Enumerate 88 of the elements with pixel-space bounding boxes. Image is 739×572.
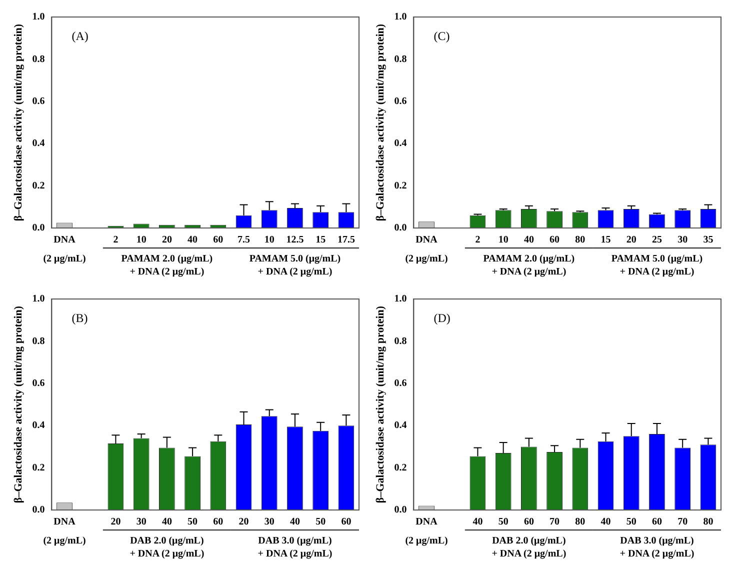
x-tick-label: 50 — [498, 516, 508, 528]
x-tick-label: 70 — [550, 516, 560, 528]
x-tick-label: 40 — [524, 234, 534, 246]
text: (2 μg/mL) — [405, 254, 448, 265]
y-axis-title: β–Galactosidase activity (unit/mg protein) — [12, 24, 24, 222]
x-tick-label: 80 — [703, 516, 714, 528]
x-tick-label: 20 — [110, 516, 121, 528]
x-tick-label: 40 — [188, 234, 198, 246]
x-tick-label: 10 — [136, 234, 146, 246]
y-tick-label: 0.0 — [32, 222, 45, 234]
y-tick-label: 0.4 — [32, 420, 45, 432]
x-tick-label: 25 — [652, 234, 662, 246]
x-tick-label: 50 — [316, 516, 326, 528]
x-tick-label: 30 — [264, 516, 274, 528]
text: PAMAM 2.0 (μg/mL) + DNA (2 μg/mL) — [121, 254, 213, 278]
x-tick-label: 12.5 — [286, 234, 304, 246]
x-tick-label: 15 — [600, 234, 611, 246]
x-tick-label: 60 — [341, 516, 352, 528]
x-tick-label: 15 — [316, 234, 326, 246]
x-tick-label: 60 — [213, 516, 224, 528]
y-tick-label: 0.8 — [394, 336, 407, 347]
y-tick-label: 0.8 — [394, 54, 407, 65]
text: (2 μg/mL) — [43, 536, 86, 547]
x-tick-label: 20 — [162, 234, 172, 246]
x-tick-label: 40 — [290, 516, 300, 528]
y-tick-label: 0.0 — [394, 222, 407, 234]
x-tick-label: 30 — [136, 516, 146, 528]
text: DAB 2.0 (μg/mL) + DNA (2 μg/mL) — [130, 536, 204, 560]
y-axis-title: β–Galactosidase activity (unit/mg protein) — [374, 24, 386, 222]
x-tick-label: 10 — [264, 234, 274, 246]
y-tick-label: 0.6 — [394, 96, 407, 107]
x-tick-label: DNA — [54, 234, 76, 246]
x-tick-label: 60 — [652, 516, 662, 528]
y-tick-label: 0.0 — [32, 504, 45, 516]
text: (B) — [72, 311, 88, 326]
y-axis-title: β–Galactosidase activity (unit/mg protein) — [12, 306, 24, 504]
text: PAMAM 2.0 (μg/mL) + DNA (2 μg/mL) — [483, 254, 575, 278]
text: DAB 3.0 (μg/mL) + DNA (2 μg/mL) — [258, 536, 332, 560]
y-tick-label: 0.6 — [394, 378, 407, 389]
y-tick-label: 0.2 — [32, 180, 45, 192]
x-tick-label: 30 — [678, 234, 688, 246]
x-tick-label: 40 — [472, 516, 483, 528]
y-tick-label: 0.8 — [32, 54, 45, 65]
x-tick-label: 7.5 — [238, 234, 250, 246]
y-tick-label: 0.4 — [394, 138, 407, 150]
x-tick-label: 70 — [678, 516, 688, 528]
text: (A) — [72, 29, 88, 44]
x-tick-label: 60 — [524, 516, 534, 528]
text: (2 μg/mL) — [405, 536, 448, 547]
y-tick-label: 0.6 — [32, 96, 45, 107]
x-tick-label: 35 — [703, 234, 714, 246]
x-tick-label: DNA — [416, 516, 438, 528]
y-tick-label: 1.0 — [32, 294, 45, 305]
x-tick-label: 20 — [626, 234, 636, 246]
y-tick-label: 0.0 — [394, 504, 407, 516]
text: PAMAM 5.0 (μg/mL) + DNA (2 μg/mL) — [611, 254, 703, 278]
x-tick-label: 50 — [626, 516, 636, 528]
x-tick-label: DNA — [54, 516, 76, 528]
x-tick-label: 17.5 — [337, 234, 355, 246]
x-tick-label: 2 — [475, 234, 480, 246]
y-tick-label: 0.2 — [394, 180, 407, 192]
x-tick-label: 60 — [550, 234, 560, 246]
x-tick-label: 20 — [238, 516, 249, 528]
y-tick-label: 0.8 — [32, 336, 45, 347]
y-tick-label: 1.0 — [394, 12, 407, 23]
x-tick-label: DNA — [416, 234, 438, 246]
y-tick-label: 0.6 — [32, 378, 45, 389]
x-tick-label: 80 — [575, 516, 586, 528]
text: (C) — [434, 29, 450, 44]
text: (D) — [434, 311, 450, 326]
y-tick-label: 0.2 — [32, 462, 45, 474]
y-tick-label: 1.0 — [32, 12, 45, 23]
y-tick-label: 0.2 — [394, 462, 407, 474]
x-tick-label: 10 — [498, 234, 508, 246]
text: DAB 2.0 (μg/mL) + DNA (2 μg/mL) — [492, 536, 566, 560]
y-axis-title: β–Galactosidase activity (unit/mg protein) — [374, 306, 386, 504]
x-tick-label: 40 — [600, 516, 611, 528]
x-tick-label: 60 — [213, 234, 224, 246]
x-tick-label: 2 — [113, 234, 118, 246]
x-tick-label: 40 — [162, 516, 172, 528]
text: (2 μg/mL) — [43, 254, 86, 265]
x-tick-label: 80 — [575, 234, 586, 246]
y-tick-label: 0.4 — [394, 420, 407, 432]
y-tick-label: 1.0 — [394, 294, 407, 305]
text: DAB 3.0 (μg/mL) + DNA (2 μg/mL) — [620, 536, 694, 560]
y-tick-label: 0.4 — [32, 138, 45, 150]
text: PAMAM 5.0 (μg/mL) + DNA (2 μg/mL) — [249, 254, 341, 278]
x-tick-label: 50 — [188, 516, 198, 528]
